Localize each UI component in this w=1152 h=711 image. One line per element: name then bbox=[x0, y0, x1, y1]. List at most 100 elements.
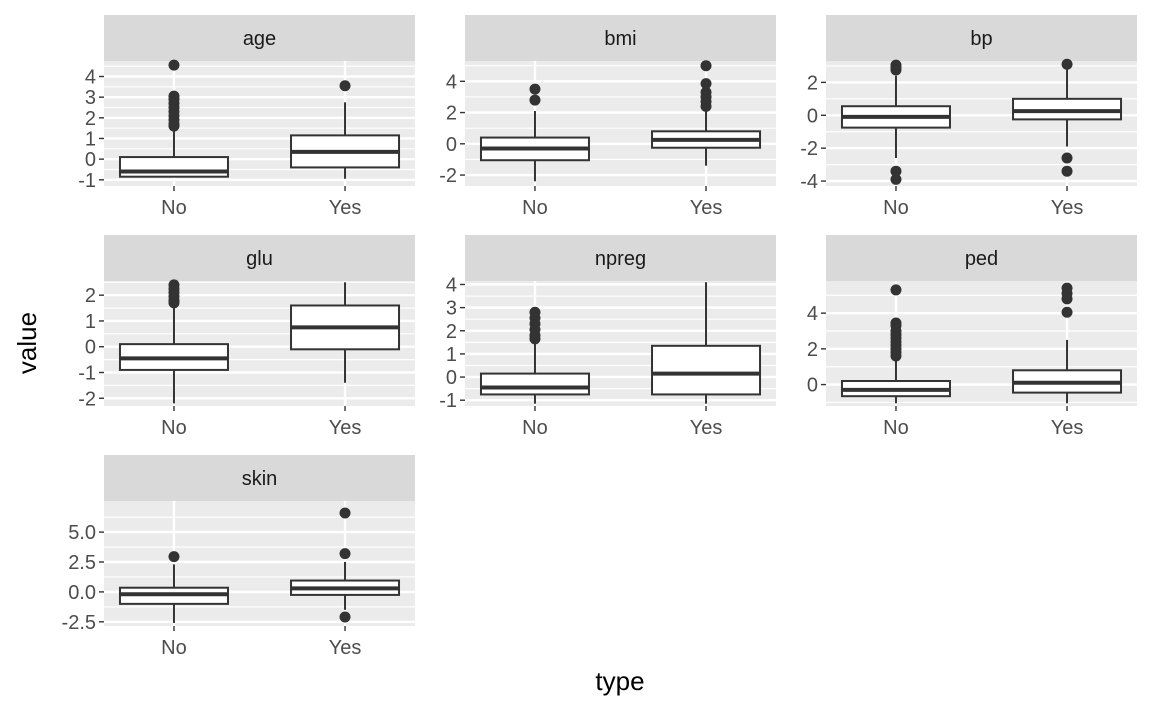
y-tick-label: -2.5 bbox=[62, 612, 96, 634]
outlier-point bbox=[529, 94, 541, 106]
x-tick-label: Yes bbox=[1051, 417, 1084, 439]
facet-strip bbox=[104, 235, 415, 281]
outlier-point bbox=[890, 165, 902, 177]
facet-panel-background bbox=[104, 501, 415, 626]
facet-strip bbox=[104, 15, 415, 61]
facet-skin: skin -2.5 0.0 2.5 5.0 No Yes bbox=[62, 455, 415, 659]
y-tick-label: 0 bbox=[807, 375, 818, 397]
y-tick-label: 2 bbox=[807, 72, 818, 94]
boxplot-no bbox=[479, 306, 590, 404]
y-tick-label: 2.5 bbox=[68, 552, 96, 574]
boxplot-no bbox=[840, 59, 951, 185]
facet-glu: glu -2 -1 0 1 2 No Yes bbox=[78, 235, 415, 439]
y-tick-label: 3 bbox=[85, 87, 96, 109]
boxplot-yes bbox=[290, 282, 401, 383]
outlier-point bbox=[339, 507, 351, 519]
x-tick-label: No bbox=[522, 197, 548, 219]
y-tick-label: -1 bbox=[78, 362, 96, 384]
facet-panel-background bbox=[465, 61, 776, 186]
facet-bp: bp -4 -2 0 2 No Yes bbox=[800, 15, 1137, 219]
x-tick-label: No bbox=[161, 417, 187, 439]
outlier-point bbox=[1061, 58, 1073, 70]
boxplot-no bbox=[840, 284, 951, 404]
y-tick-label: 2 bbox=[446, 103, 457, 125]
outlier-point bbox=[890, 59, 902, 71]
outlier-point bbox=[890, 317, 902, 329]
y-tick-label: 0 bbox=[446, 134, 457, 156]
y-tick-label: 0.0 bbox=[68, 582, 96, 604]
y-tick-label: -1 bbox=[439, 390, 457, 412]
x-tick-label: No bbox=[161, 197, 187, 219]
box-iqr bbox=[1012, 97, 1123, 121]
x-tick-label: Yes bbox=[690, 417, 723, 439]
x-tick-label: Yes bbox=[329, 417, 362, 439]
y-tick-label: 0 bbox=[85, 149, 96, 171]
facet-strip-label: age bbox=[243, 28, 276, 50]
y-tick-label: 4 bbox=[446, 71, 457, 93]
y-tick-label: 0 bbox=[446, 367, 457, 389]
y-tick-label: 1 bbox=[446, 344, 457, 366]
boxplot-yes bbox=[651, 282, 762, 404]
facet-strip bbox=[465, 235, 776, 281]
outlier-point bbox=[168, 551, 180, 563]
y-tick-label: 4 bbox=[807, 303, 818, 325]
outlier-point bbox=[1061, 306, 1073, 318]
y-tick-label: -2 bbox=[800, 138, 818, 160]
y-tick-label: 4 bbox=[446, 274, 457, 296]
y-tick-label: 1 bbox=[85, 128, 96, 150]
facet-strip-label: bp bbox=[970, 28, 992, 50]
facet-strip-label: skin bbox=[242, 468, 278, 490]
y-tick-label: 3 bbox=[446, 298, 457, 320]
boxplot-yes bbox=[290, 507, 401, 623]
outlier-point bbox=[339, 80, 351, 92]
x-tick-label: No bbox=[883, 417, 909, 439]
y-tick-label: 0 bbox=[85, 337, 96, 359]
y-tick-label: 5.0 bbox=[68, 522, 96, 544]
boxplot-no bbox=[479, 83, 590, 182]
y-tick-label: 0 bbox=[807, 105, 818, 127]
y-tick-label: 2 bbox=[446, 321, 457, 343]
x-tick-label: No bbox=[161, 637, 187, 659]
outlier-point bbox=[700, 78, 712, 90]
boxplot-yes bbox=[1012, 282, 1123, 404]
y-axis-title: value bbox=[12, 312, 42, 374]
boxplot-yes bbox=[290, 80, 401, 179]
outlier-point bbox=[890, 284, 902, 296]
facet-strip-label: glu bbox=[246, 248, 273, 270]
y-tick-label: 1 bbox=[85, 311, 96, 333]
y-tick-label: -2 bbox=[78, 388, 96, 410]
outlier-point bbox=[168, 90, 180, 102]
facet-strip bbox=[826, 15, 1137, 61]
x-tick-label: No bbox=[883, 197, 909, 219]
y-tick-label: 2 bbox=[807, 339, 818, 361]
box-iqr bbox=[651, 344, 762, 396]
boxplot-no bbox=[118, 279, 229, 404]
outlier-point bbox=[529, 83, 541, 95]
x-tick-label: Yes bbox=[329, 197, 362, 219]
outlier-point bbox=[339, 611, 351, 623]
facet-bmi: bmi -2 0 2 4 No Yes bbox=[439, 15, 776, 219]
outlier-point bbox=[700, 86, 712, 98]
y-tick-label: 4 bbox=[85, 66, 96, 88]
facet-strip-label: bmi bbox=[604, 28, 636, 50]
x-tick-label: Yes bbox=[690, 197, 723, 219]
facet-strip bbox=[826, 235, 1137, 281]
y-tick-label: 2 bbox=[85, 108, 96, 130]
y-tick-label: -4 bbox=[800, 171, 818, 193]
outlier-point bbox=[700, 60, 712, 72]
facet-strip-label: npreg bbox=[595, 248, 646, 270]
outlier-point bbox=[168, 279, 180, 291]
facet-strip-label: ped bbox=[965, 248, 998, 270]
facet-strip bbox=[104, 455, 415, 501]
box-iqr bbox=[118, 156, 229, 178]
y-tick-label: -1 bbox=[78, 170, 96, 192]
outlier-point bbox=[168, 59, 180, 71]
outlier-point bbox=[1061, 165, 1073, 177]
facet-ped: ped 0 2 4 No Yes bbox=[807, 235, 1137, 439]
outlier-point bbox=[339, 548, 351, 560]
outlier-point bbox=[890, 173, 902, 185]
boxplot-yes bbox=[651, 60, 762, 166]
